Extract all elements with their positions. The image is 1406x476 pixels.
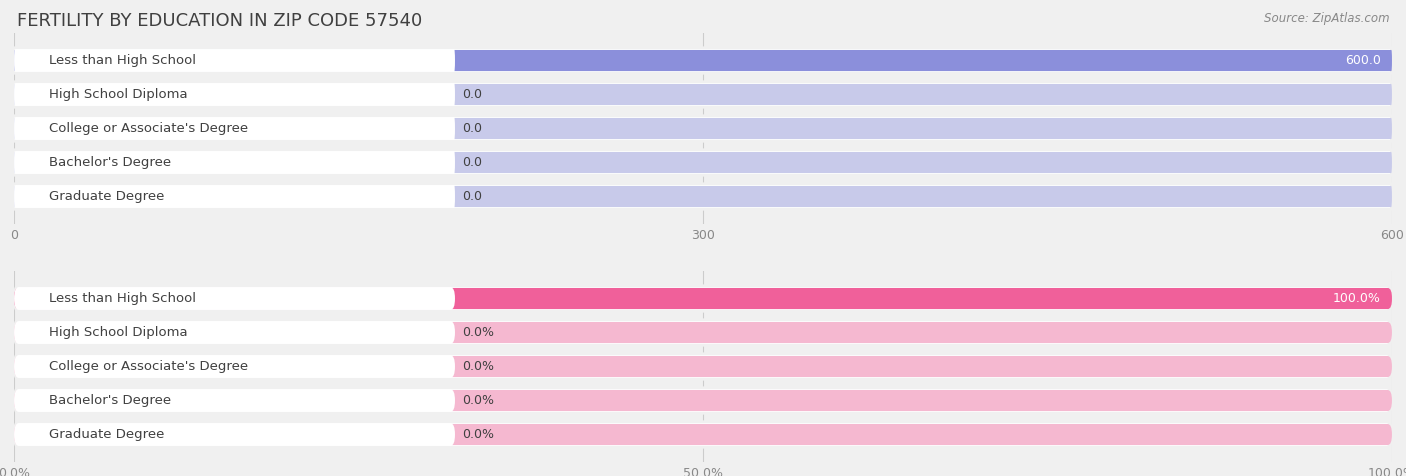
FancyBboxPatch shape <box>14 49 456 72</box>
FancyBboxPatch shape <box>14 424 1392 445</box>
Text: 0.0: 0.0 <box>463 88 482 101</box>
Text: 0.0%: 0.0% <box>463 326 494 339</box>
Text: 0.0: 0.0 <box>463 156 482 169</box>
Text: High School Diploma: High School Diploma <box>48 326 187 339</box>
Text: Less than High School: Less than High School <box>48 54 195 67</box>
FancyBboxPatch shape <box>14 82 1392 107</box>
FancyBboxPatch shape <box>14 286 1392 311</box>
FancyBboxPatch shape <box>14 288 1392 309</box>
FancyBboxPatch shape <box>14 83 456 106</box>
FancyBboxPatch shape <box>14 151 456 174</box>
FancyBboxPatch shape <box>14 50 1392 71</box>
FancyBboxPatch shape <box>14 48 1392 73</box>
FancyBboxPatch shape <box>14 356 1392 377</box>
FancyBboxPatch shape <box>14 84 1392 105</box>
Text: 0.0: 0.0 <box>463 122 482 135</box>
FancyBboxPatch shape <box>14 50 1392 71</box>
FancyBboxPatch shape <box>14 118 1392 139</box>
Text: Less than High School: Less than High School <box>48 292 195 305</box>
FancyBboxPatch shape <box>14 185 456 208</box>
FancyBboxPatch shape <box>14 423 456 446</box>
Text: High School Diploma: High School Diploma <box>48 88 187 101</box>
FancyBboxPatch shape <box>14 320 1392 345</box>
Text: FERTILITY BY EDUCATION IN ZIP CODE 57540: FERTILITY BY EDUCATION IN ZIP CODE 57540 <box>17 12 422 30</box>
FancyBboxPatch shape <box>14 150 1392 175</box>
Text: Graduate Degree: Graduate Degree <box>48 190 165 203</box>
FancyBboxPatch shape <box>14 389 456 412</box>
FancyBboxPatch shape <box>14 117 456 140</box>
Text: Bachelor's Degree: Bachelor's Degree <box>48 394 170 407</box>
Text: 0.0%: 0.0% <box>463 394 494 407</box>
Text: Bachelor's Degree: Bachelor's Degree <box>48 156 170 169</box>
FancyBboxPatch shape <box>14 322 1392 343</box>
Text: Source: ZipAtlas.com: Source: ZipAtlas.com <box>1264 12 1389 25</box>
FancyBboxPatch shape <box>14 186 1392 207</box>
FancyBboxPatch shape <box>14 116 1392 141</box>
Text: 0.0%: 0.0% <box>463 428 494 441</box>
FancyBboxPatch shape <box>14 354 1392 379</box>
Text: 600.0: 600.0 <box>1346 54 1381 67</box>
FancyBboxPatch shape <box>14 184 1392 209</box>
FancyBboxPatch shape <box>14 287 456 310</box>
FancyBboxPatch shape <box>14 355 456 378</box>
FancyBboxPatch shape <box>14 152 1392 173</box>
Text: College or Associate's Degree: College or Associate's Degree <box>48 360 247 373</box>
Text: College or Associate's Degree: College or Associate's Degree <box>48 122 247 135</box>
FancyBboxPatch shape <box>14 288 1392 309</box>
Text: 0.0: 0.0 <box>463 190 482 203</box>
FancyBboxPatch shape <box>14 388 1392 413</box>
Text: 100.0%: 100.0% <box>1333 292 1381 305</box>
Text: Graduate Degree: Graduate Degree <box>48 428 165 441</box>
Text: 0.0%: 0.0% <box>463 360 494 373</box>
FancyBboxPatch shape <box>14 321 456 344</box>
FancyBboxPatch shape <box>14 390 1392 411</box>
FancyBboxPatch shape <box>14 422 1392 447</box>
